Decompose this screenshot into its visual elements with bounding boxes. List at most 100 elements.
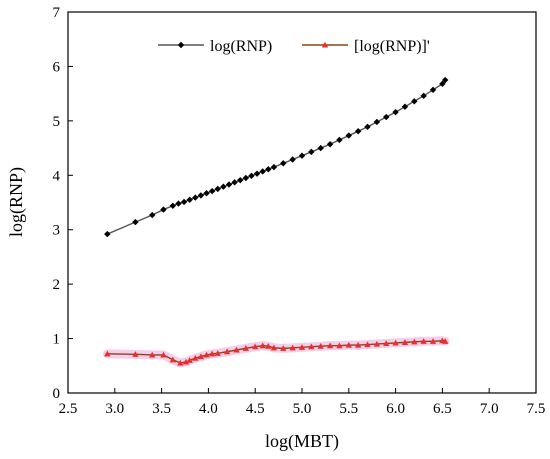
data-point [420,92,427,100]
legend-marker [177,41,185,49]
data-point [442,76,449,84]
y-tick-label: 2 [53,277,61,293]
data-point [237,176,244,184]
data-point [220,183,227,190]
data-point [270,344,278,351]
data-point [248,172,255,180]
data-point [252,343,259,350]
data-point [317,342,324,349]
y-tick-label: 1 [53,332,61,348]
data-point [186,357,193,363]
data-point [197,353,205,360]
x-axis-label: log(MBT) [265,431,339,452]
legend-label: [log(RNP)]' [354,38,430,55]
data-point [259,342,266,349]
data-point [104,230,111,238]
legend-item-2: [log(RNP)]' [302,38,430,55]
data-point [214,350,221,356]
data-point [160,206,167,213]
x-tick-label: 3.0 [105,401,124,417]
data-point [259,168,266,175]
data-point [182,358,190,365]
data-point [429,86,437,94]
y-axis-label: log(RNP) [6,167,27,237]
data-point [411,338,418,345]
data-point [336,136,343,144]
data-point [308,148,315,156]
data-point [104,350,111,357]
legend-label: log(RNP) [210,38,272,55]
x-tick-label: 5.5 [339,401,358,417]
data-point [242,174,250,182]
plot-frame [67,11,537,394]
series-layer [102,76,450,368]
data-point [233,346,240,353]
data-point [253,170,261,177]
x-tick-label: 4.5 [246,401,265,417]
data-point [401,103,409,110]
data-point [354,341,362,348]
data-point [180,198,188,206]
data-point [364,123,371,131]
data-point [439,80,446,88]
data-point [149,351,156,358]
data-point [231,179,238,186]
data-point [149,211,156,219]
data-point [132,218,139,226]
data-point [298,344,306,350]
series-line [107,79,446,235]
data-point [265,342,272,349]
data-point [373,118,381,126]
data-point [214,185,221,193]
data-point [289,156,296,163]
y-tick-label: 0 [53,386,61,402]
data-point [364,341,371,348]
data-point [197,192,205,199]
data-point [177,359,184,366]
data-point [354,127,362,135]
data-point [401,339,409,345]
data-point [392,339,399,346]
legend-item-1: log(RNP) [158,38,272,55]
data-point [336,342,343,349]
data-point [208,187,216,195]
y-tick-label: 6 [53,59,61,75]
data-point [160,351,167,358]
data-point [242,345,250,351]
data-point [225,181,233,188]
data-point [326,342,334,349]
x-tick-label: 6.5 [433,401,452,417]
data-point [317,144,324,152]
data-point [192,354,199,361]
legend-marker [321,41,329,48]
x-tick-label: 3.5 [152,401,171,417]
x-tick-label: 4.0 [199,401,218,417]
data-point [192,194,199,201]
x-tick-label: 6.0 [386,401,405,417]
x-tick-label: 2.5 [59,401,78,417]
data-point [289,344,296,351]
series-2 [102,336,450,368]
data-point [345,341,352,348]
y-axis-ticks: 0 1 2 3 4 5 6 7 [53,5,73,402]
data-point [345,132,352,139]
data-point [442,338,449,344]
data-point [308,343,315,350]
data-point [270,163,278,171]
legend: log(RNP) [log(RNP)]' [158,38,430,55]
data-point [383,340,390,347]
data-point [298,152,306,159]
y-tick-label: 7 [53,5,61,21]
data-point [326,141,334,148]
y-tick-label: 5 [53,114,61,130]
data-point [420,338,427,344]
data-point [175,200,182,207]
y-tick-label: 3 [53,223,61,239]
y-tick-label: 4 [53,168,61,184]
data-point [203,190,210,197]
data-point [429,338,437,344]
x-tick-label: 5.0 [293,401,312,417]
data-point [169,356,177,363]
data-point [265,166,272,173]
